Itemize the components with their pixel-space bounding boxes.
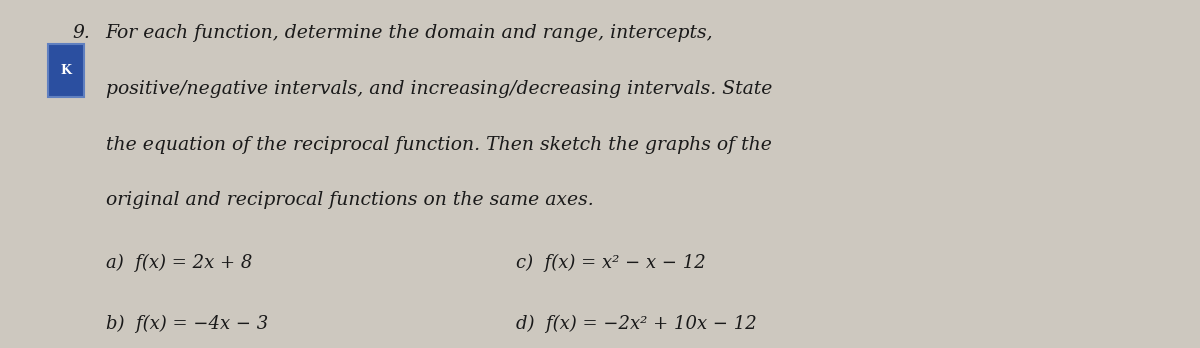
- Text: K: K: [60, 64, 72, 77]
- Text: the equation of the reciprocal function. Then sketch the graphs of the: the equation of the reciprocal function.…: [106, 136, 772, 154]
- Text: c)  f(x) = x² − x − 12: c) f(x) = x² − x − 12: [516, 254, 706, 272]
- Text: a)  f(x) = 2x + 8: a) f(x) = 2x + 8: [106, 254, 252, 272]
- Text: b)  f(x) = −4x − 3: b) f(x) = −4x − 3: [106, 315, 268, 333]
- Text: original and reciprocal functions on the same axes.: original and reciprocal functions on the…: [106, 191, 593, 209]
- Text: For each function, determine the domain and range, intercepts,: For each function, determine the domain …: [106, 24, 713, 42]
- Text: positive/negative intervals, and increasing/decreasing intervals. State: positive/negative intervals, and increas…: [106, 80, 772, 98]
- FancyBboxPatch shape: [48, 44, 84, 97]
- Text: 9.: 9.: [72, 24, 90, 42]
- Text: d)  f(x) = −2x² + 10x − 12: d) f(x) = −2x² + 10x − 12: [516, 315, 757, 333]
